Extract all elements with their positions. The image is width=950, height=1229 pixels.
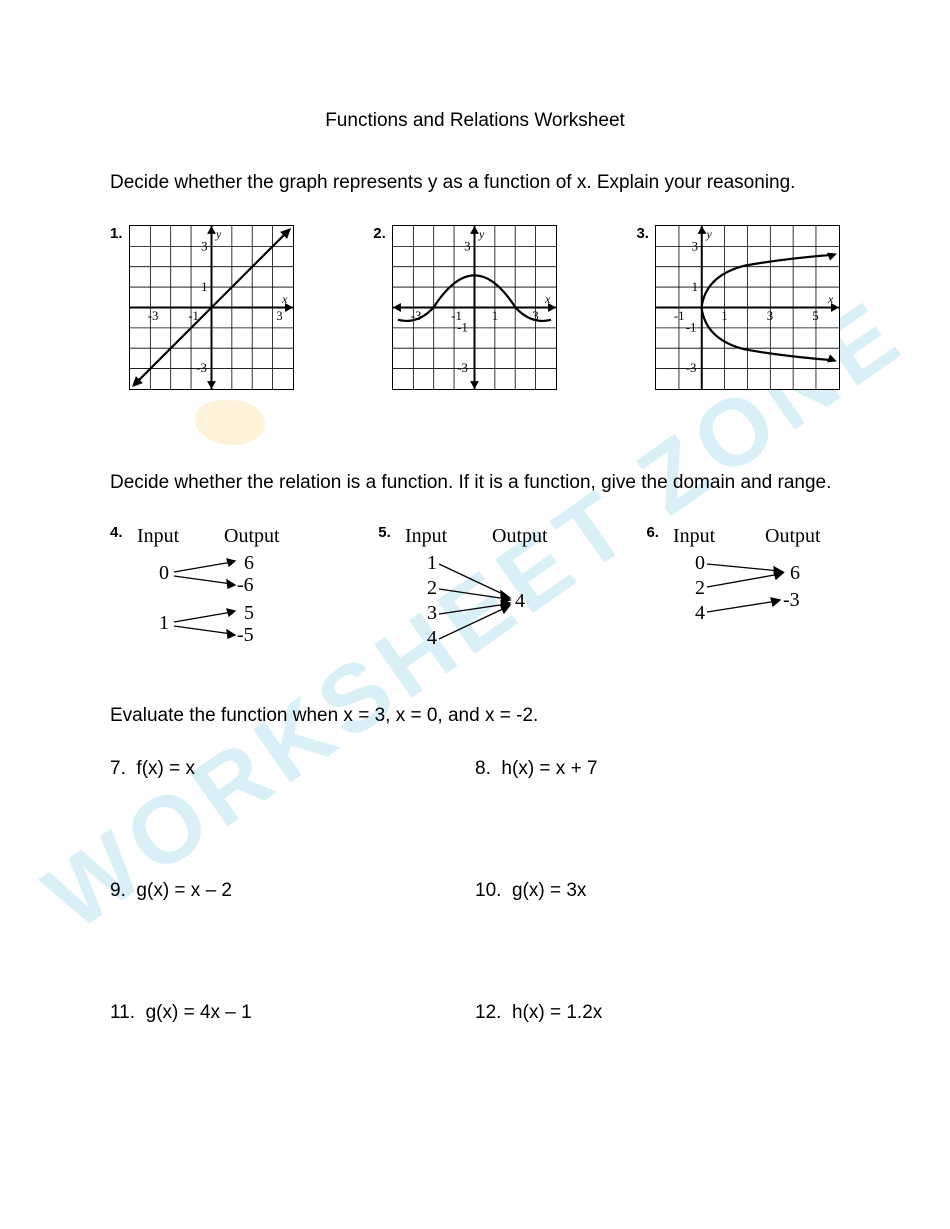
svg-text:0: 0 bbox=[159, 562, 169, 584]
svg-text:-3: -3 bbox=[147, 308, 158, 322]
eval-row-2: 9. g(x) = x – 2 10. g(x) = 3x bbox=[110, 880, 840, 902]
eval-row-3: 11. g(x) = 4x – 1 12. h(x) = 1.2x bbox=[110, 1002, 840, 1024]
question-12-expr: h(x) = 1.2x bbox=[512, 1002, 602, 1023]
instruction-3: Evaluate the function when x = 3, x = 0,… bbox=[110, 703, 840, 730]
question-number-11: 11. bbox=[110, 1002, 135, 1023]
eval-row-1: 7. f(x) = x 8. h(x) = x + 7 bbox=[110, 758, 840, 780]
question-10-expr: g(x) = 3x bbox=[512, 880, 586, 901]
svg-text:1: 1 bbox=[721, 308, 727, 322]
mapping-diagram-4: Input Output 0 1 6 -6 5 -5 bbox=[129, 524, 304, 659]
svg-text:-1: -1 bbox=[674, 308, 685, 322]
mapping-4-header-out: Output bbox=[224, 525, 280, 547]
graph-item-3: 3. -1 1 3 5 3 1 -1 -3 bbox=[636, 225, 840, 390]
svg-text:-1: -1 bbox=[457, 320, 468, 334]
svg-text:5: 5 bbox=[244, 602, 254, 624]
graph-row: 1. -3 -1 3 3 1 bbox=[110, 225, 840, 390]
svg-text:-3: -3 bbox=[783, 589, 800, 611]
graph-1: -3-1 3 31 -3 y x bbox=[129, 225, 294, 390]
mapping-item-6: 6. Input Output 0 2 4 6 -3 bbox=[646, 524, 840, 659]
question-number-2: 2. bbox=[373, 225, 386, 242]
mapping-6-header-in: Input bbox=[673, 525, 716, 547]
svg-text:0: 0 bbox=[695, 552, 705, 574]
worksheet-title: Functions and Relations Worksheet bbox=[110, 110, 840, 132]
question-8: 8. h(x) = x + 7 bbox=[475, 758, 840, 780]
mapping-5-header-in: Input bbox=[405, 525, 448, 547]
question-number-9: 9. bbox=[110, 880, 126, 901]
svg-text:-3: -3 bbox=[196, 361, 207, 375]
question-number-1: 1. bbox=[110, 225, 123, 242]
svg-text:-1: -1 bbox=[686, 320, 697, 334]
question-7: 7. f(x) = x bbox=[110, 758, 475, 780]
question-11: 11. g(x) = 4x – 1 bbox=[110, 1002, 475, 1024]
mapping-row: 4. Input Output 0 1 6 -6 5 -5 5. bbox=[110, 524, 840, 659]
mapping-diagram-6: Input Output 0 2 4 6 -3 bbox=[665, 524, 840, 639]
svg-text:2: 2 bbox=[427, 577, 437, 599]
question-number-10: 10. bbox=[475, 880, 501, 901]
svg-text:3: 3 bbox=[692, 239, 698, 253]
svg-text:3: 3 bbox=[427, 602, 437, 624]
svg-text:-5: -5 bbox=[237, 624, 254, 646]
mapping-4-header-in: Input bbox=[137, 525, 180, 547]
svg-text:1: 1 bbox=[427, 552, 437, 574]
question-number-12: 12. bbox=[475, 1002, 501, 1023]
svg-text:-3: -3 bbox=[457, 361, 468, 375]
svg-text:x: x bbox=[827, 292, 834, 306]
question-8-expr: h(x) = x + 7 bbox=[501, 758, 597, 779]
svg-text:3: 3 bbox=[276, 308, 282, 322]
svg-text:2: 2 bbox=[695, 577, 705, 599]
svg-text:4: 4 bbox=[695, 602, 705, 624]
svg-text:x: x bbox=[281, 292, 288, 306]
svg-text:-6: -6 bbox=[237, 574, 254, 596]
svg-text:6: 6 bbox=[244, 552, 254, 574]
question-number-5: 5. bbox=[378, 524, 391, 541]
mapping-5-header-out: Output bbox=[492, 525, 548, 547]
instruction-1: Decide whether the graph represents y as… bbox=[110, 170, 840, 197]
question-number-6: 6. bbox=[646, 524, 659, 541]
svg-text:1: 1 bbox=[492, 308, 498, 322]
svg-text:6: 6 bbox=[790, 562, 800, 584]
graph-item-1: 1. -3-1 3 31 bbox=[110, 225, 294, 390]
question-7-expr: f(x) = x bbox=[136, 758, 195, 779]
svg-text:4: 4 bbox=[427, 627, 437, 649]
mapping-6-header-out: Output bbox=[765, 525, 821, 547]
question-9-expr: g(x) = x – 2 bbox=[136, 880, 232, 901]
svg-text:3: 3 bbox=[201, 239, 207, 253]
svg-text:y: y bbox=[705, 226, 712, 240]
question-12: 12. h(x) = 1.2x bbox=[475, 1002, 840, 1024]
graph-3: -1 1 3 5 3 1 -1 -3 y x bbox=[655, 225, 840, 390]
svg-text:x: x bbox=[544, 292, 551, 306]
svg-text:1: 1 bbox=[159, 612, 169, 634]
svg-text:1: 1 bbox=[692, 280, 698, 294]
svg-text:-3: -3 bbox=[686, 361, 697, 375]
svg-text:y: y bbox=[214, 226, 221, 240]
mapping-item-5: 5. Input Output 1 2 3 4 4 bbox=[378, 524, 572, 659]
svg-text:4: 4 bbox=[515, 590, 525, 612]
question-9: 9. g(x) = x – 2 bbox=[110, 880, 475, 902]
svg-text:3: 3 bbox=[767, 308, 773, 322]
svg-text:y: y bbox=[478, 226, 485, 240]
question-number-4: 4. bbox=[110, 524, 123, 541]
question-11-expr: g(x) = 4x – 1 bbox=[146, 1002, 252, 1023]
instruction-2: Decide whether the relation is a functio… bbox=[110, 470, 840, 497]
svg-text:5: 5 bbox=[812, 308, 818, 322]
mapping-item-4: 4. Input Output 0 1 6 -6 5 -5 bbox=[110, 524, 304, 659]
question-10: 10. g(x) = 3x bbox=[475, 880, 840, 902]
graph-2: -3-1 13 3 -1-3 y x bbox=[392, 225, 557, 390]
svg-text:1: 1 bbox=[201, 280, 207, 294]
question-number-8: 8. bbox=[475, 758, 491, 779]
mapping-diagram-5: Input Output 1 2 3 4 4 bbox=[397, 524, 572, 659]
question-number-7: 7. bbox=[110, 758, 126, 779]
question-number-3: 3. bbox=[636, 225, 649, 242]
svg-text:3: 3 bbox=[464, 239, 470, 253]
graph-item-2: 2. -3 -1 1 3 bbox=[373, 225, 557, 390]
